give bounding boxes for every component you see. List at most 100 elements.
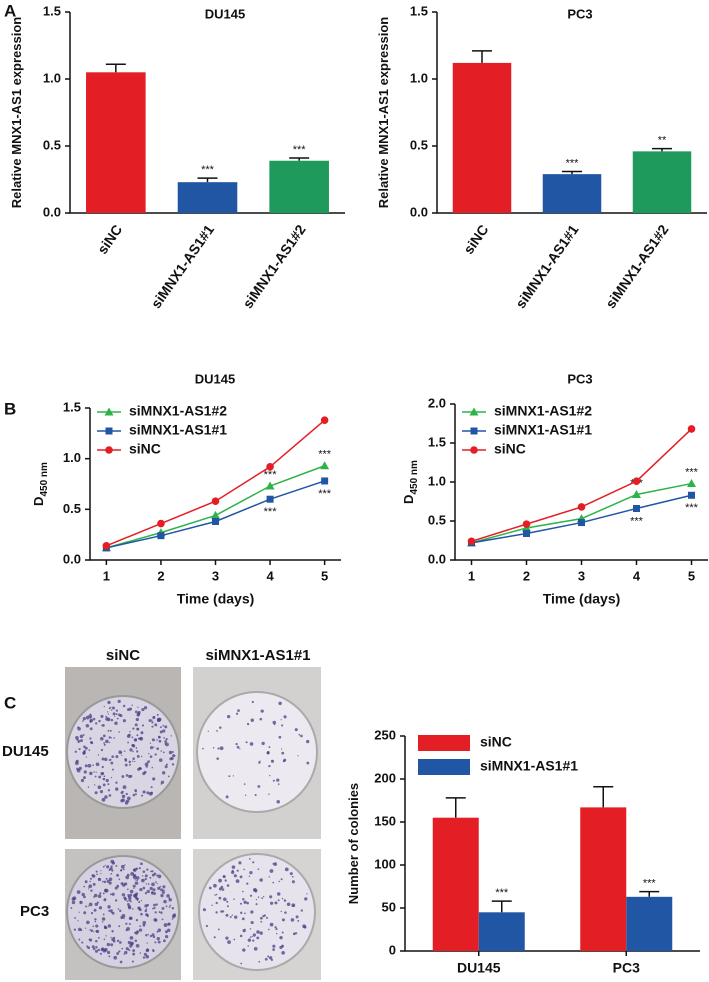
colony-dot — [249, 928, 252, 930]
colony-dot — [132, 949, 136, 952]
colony-dot — [297, 755, 299, 757]
marker — [522, 520, 531, 528]
colony-dot — [94, 775, 97, 778]
colony-dot — [80, 778, 85, 783]
colony-dot — [154, 941, 157, 944]
colony-dot — [124, 801, 129, 805]
colony-dot — [269, 895, 273, 899]
marker — [469, 407, 479, 416]
x-tick-label: 3 — [212, 568, 219, 583]
colony-dot — [121, 794, 126, 799]
significance: *** — [643, 878, 657, 890]
colony-dot — [207, 730, 209, 732]
bar — [542, 174, 602, 213]
colony-dot — [145, 948, 149, 953]
colony-dot — [145, 954, 149, 959]
colony-dot — [138, 928, 143, 932]
colony-dot — [100, 736, 104, 741]
y-tick-label: 0 — [389, 942, 396, 957]
marker — [687, 479, 696, 488]
colony-dot — [103, 778, 105, 780]
y-tick-label: 0.0 — [63, 551, 81, 566]
colony-dot — [157, 735, 161, 739]
colony-dot — [134, 710, 138, 714]
colony-dot — [104, 795, 108, 799]
colony-dot — [156, 718, 161, 723]
colony-dot — [134, 793, 137, 796]
colony-dot — [147, 933, 150, 936]
colony-dot — [104, 757, 108, 762]
colony-dot — [84, 764, 88, 768]
colony-dot — [259, 717, 263, 721]
colony-dot — [153, 872, 157, 876]
colony-dot — [280, 878, 283, 881]
colony-dot — [156, 882, 158, 885]
colony-dot — [245, 741, 248, 744]
colony-dot — [255, 899, 258, 901]
colony-dot — [269, 922, 274, 927]
colony-dot — [242, 948, 246, 952]
legend-label: siMNX1-AS1#2 — [129, 403, 227, 419]
colony-dot — [116, 717, 119, 720]
significance: *** — [293, 144, 307, 156]
colony-dot — [229, 915, 232, 918]
series-line — [106, 419, 326, 547]
colony-dot — [213, 936, 216, 939]
colony-dot — [292, 932, 296, 936]
legend-label: siNC — [129, 441, 161, 457]
colony-dot — [116, 952, 120, 955]
colony-dot — [158, 739, 162, 743]
colony-dot — [121, 893, 126, 897]
colony-dot — [138, 908, 142, 912]
colony-dot — [127, 903, 130, 906]
colony-dot — [291, 875, 294, 878]
colony-dot — [272, 944, 276, 948]
colony-dot — [144, 892, 148, 895]
colony-dot — [120, 882, 124, 886]
colony-dot — [272, 779, 275, 782]
colony-dot — [249, 936, 252, 938]
colony-dot — [240, 962, 243, 965]
colony-images — [65, 667, 321, 980]
colony-dot — [218, 887, 223, 891]
colony-dot — [262, 895, 265, 898]
colony-dot — [148, 760, 150, 762]
bar — [86, 72, 146, 213]
colony-dot — [249, 871, 253, 875]
significance: *** — [264, 506, 278, 518]
colony-dot — [129, 730, 131, 733]
colony-dot — [117, 908, 120, 910]
colony-dot — [119, 941, 122, 944]
colony-dot — [162, 885, 166, 889]
colony-dot — [300, 909, 303, 912]
colony-dot — [214, 894, 216, 896]
colony-dot — [217, 747, 220, 750]
colony-dot — [137, 710, 141, 714]
colony-dot — [278, 701, 282, 706]
colony-dot — [223, 897, 227, 902]
colony-dot — [122, 704, 126, 708]
colony-dot — [115, 709, 119, 712]
colony-dot — [162, 724, 165, 727]
colony-dot — [101, 917, 106, 921]
colony-dot — [146, 791, 150, 795]
colony-dot — [107, 789, 111, 792]
colony-dot — [156, 739, 158, 741]
colony-dot — [85, 927, 87, 929]
colony-dot — [139, 925, 142, 928]
colony-dot — [114, 715, 116, 717]
colony-dot — [295, 915, 299, 919]
y-tick-label: 1.0 — [428, 473, 446, 488]
colony-dot — [122, 719, 126, 723]
colony-dot — [272, 862, 275, 865]
colony-dot — [103, 947, 108, 952]
colony-dot — [132, 952, 136, 956]
colony-dot — [286, 902, 291, 907]
colony-dot — [283, 715, 287, 719]
y-tick-label: 0.0 — [410, 204, 428, 219]
colony-dot — [159, 726, 162, 729]
colony-dot — [78, 766, 82, 770]
x-tick-label: 3 — [578, 568, 585, 583]
colony-dot — [163, 737, 165, 739]
colony-dot — [138, 901, 141, 904]
